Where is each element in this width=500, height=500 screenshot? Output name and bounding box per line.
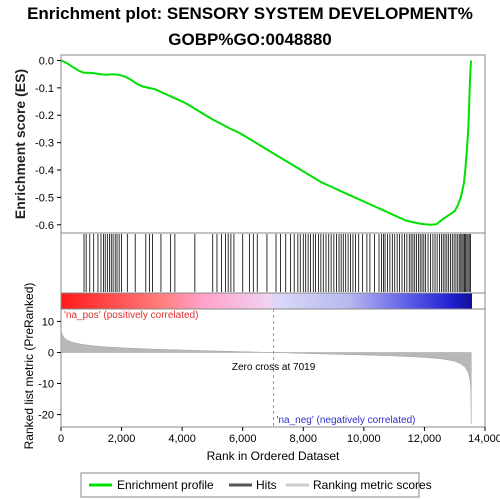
legend: Enrichment profile Hits Ranking metric s… (80, 472, 432, 498)
metric-panel: 10 0 -10 -20 0 2,000 4,000 6,000 8,000 10,000 12,… (22, 283, 500, 463)
es-y-tick-label: -0.5 (35, 192, 54, 204)
metric-y-tick-label: 0 (48, 347, 54, 359)
metric-x-tick-label: 2,000 (108, 433, 136, 445)
es-panel-frame (60, 54, 486, 234)
pos-correlated-label: 'na_pos' (positively correlated) (64, 310, 198, 321)
hits-panel-frame (60, 232, 486, 294)
metric-x-tick-label: 4,000 (168, 433, 196, 445)
metric-panel-frame (60, 308, 486, 428)
ranking-metric-area (60, 329, 472, 424)
es-y-tick-label: -0.1 (35, 83, 54, 95)
es-y-tick-label: -0.6 (35, 220, 54, 232)
hits-lines (83, 234, 471, 292)
enrichment-profile-line (60, 59, 473, 226)
metric-x-tick-label: 10,000 (347, 433, 381, 445)
metric-x-tick-label: 14,000 (468, 433, 500, 445)
chart-title-line2: GOBP%GO:0048880 (168, 30, 331, 49)
metric-y-axis-label: Ranked list metric (PreRanked) (22, 283, 36, 450)
es-y-axis: 0.0 -0.1 -0.2 -0.3 -0.4 -0.5 -0.6 (35, 55, 61, 232)
metric-x-axis: 0 2,000 4,000 6,000 8,000 10,000 12,000 14,000 (58, 427, 500, 445)
metric-x-tick-label: 12,000 (408, 433, 442, 445)
es-y-tick-label: -0.4 (35, 165, 54, 177)
chart-title-line1: Enrichment plot: SENSORY SYSTEM DEVELOPM… (27, 4, 473, 23)
es-y-axis-label: Enrichment score (ES) (12, 69, 28, 219)
metric-y-axis: 10 0 -10 -20 (38, 316, 61, 422)
es-y-tick-label: -0.2 (35, 110, 54, 122)
legend-label-metric: Ranking metric scores (313, 478, 432, 492)
es-panel: 0.0 -0.1 -0.2 -0.3 -0.4 -0.5 -0.6 Enrichment s… (12, 54, 486, 234)
legend-label-enrichment: Enrichment profile (117, 478, 214, 492)
metric-x-tick-label: 6,000 (229, 433, 257, 445)
metric-y-tick-label: 10 (42, 316, 54, 328)
legend-label-hits: Hits (256, 478, 277, 492)
metric-x-axis-label: Rank in Ordered Dataset (207, 449, 340, 463)
metric-x-tick-label: 0 (58, 433, 64, 445)
es-y-tick-label: 0.0 (39, 55, 54, 67)
metric-y-tick-label: -20 (38, 410, 54, 422)
metric-y-tick-label: -10 (38, 379, 54, 391)
zero-cross-label: Zero cross at 7019 (232, 362, 316, 373)
neg-correlated-label: 'na_neg' (negatively correlated) (277, 415, 416, 426)
metric-x-tick-label: 8,000 (290, 433, 318, 445)
hits-panel (60, 232, 486, 294)
es-y-tick-label: -0.3 (35, 138, 54, 150)
rank-color-bar (61, 293, 472, 309)
